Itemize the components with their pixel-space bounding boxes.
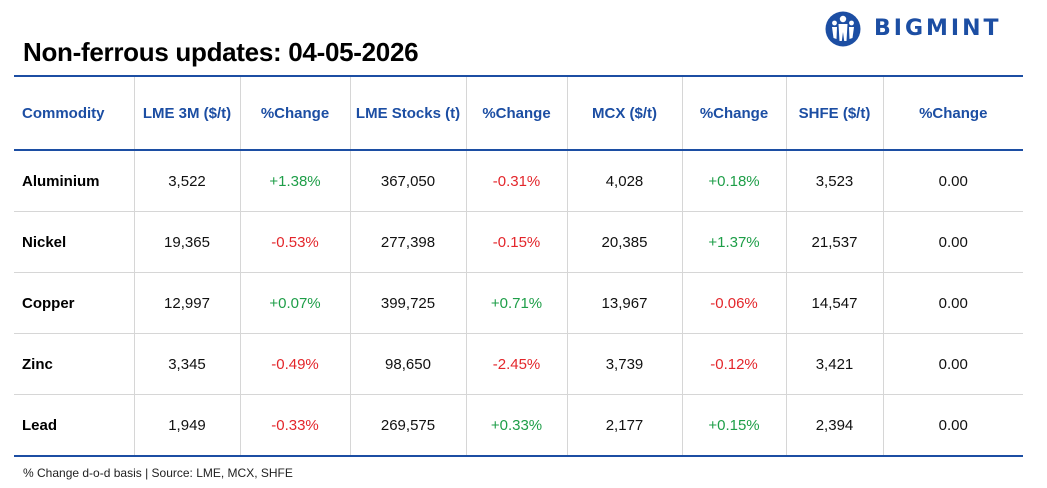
cell-commodity: Lead [14, 394, 134, 457]
cell-change: +0.33% [465, 394, 567, 457]
cell-lme-3m: 19,365 [133, 211, 240, 273]
bigmint-logo-text: BIGMINT [874, 16, 1002, 41]
bigmint-logo-icon [825, 11, 861, 47]
column-header-shfe-change: %Change [882, 75, 1023, 151]
cell-change: -0.31% [465, 150, 567, 212]
cell-change: -0.12% [681, 333, 786, 395]
column-header-mcx-change: %Change [681, 75, 786, 151]
source-footnote: % Change d-o-d basis | Source: LME, MCX,… [23, 466, 293, 480]
cell-shfe: 3,421 [785, 333, 883, 395]
cell-mcx: 4,028 [566, 150, 682, 212]
cell-shfe: 21,537 [785, 211, 883, 273]
cell-change: -0.06% [681, 272, 786, 334]
nonferrous-prices-table: Commodity LME 3M ($/t) %Change LME Stock… [14, 75, 1023, 457]
table-row: Nickel 19,365 -0.53% 277,398 -0.15% 20,3… [14, 211, 1023, 273]
table-header-row: Commodity LME 3M ($/t) %Change LME Stock… [14, 75, 1023, 151]
prices-table-wrapper: Commodity LME 3M ($/t) %Change LME Stock… [14, 75, 1023, 457]
cell-change: 0.00 [882, 333, 1023, 395]
column-header-mcx: MCX ($/t) [566, 75, 682, 151]
cell-mcx: 2,177 [566, 394, 682, 457]
cell-change: 0.00 [882, 394, 1023, 457]
cell-lme-stocks: 367,050 [349, 150, 466, 212]
cell-lme-3m: 3,522 [133, 150, 240, 212]
cell-shfe: 3,523 [785, 150, 883, 212]
cell-change: -2.45% [465, 333, 567, 395]
cell-commodity: Copper [14, 272, 134, 334]
cell-change: 0.00 [882, 211, 1023, 273]
cell-change: +1.37% [681, 211, 786, 273]
cell-change: -0.15% [465, 211, 567, 273]
cell-shfe: 14,547 [785, 272, 883, 334]
cell-change: 0.00 [882, 272, 1023, 334]
cell-lme-stocks: 98,650 [349, 333, 466, 395]
cell-lme-3m: 1,949 [133, 394, 240, 457]
cell-change: +0.71% [465, 272, 567, 334]
cell-mcx: 13,967 [566, 272, 682, 334]
cell-change: 0.00 [882, 150, 1023, 212]
cell-lme-stocks: 399,725 [349, 272, 466, 334]
column-header-lme-stocks: LME Stocks (t) [349, 75, 466, 151]
column-header-shfe: SHFE ($/t) [785, 75, 883, 151]
cell-lme-3m: 3,345 [133, 333, 240, 395]
column-header-lme-3m-change: %Change [239, 75, 350, 151]
column-header-lme-stocks-change: %Change [465, 75, 567, 151]
column-header-commodity: Commodity [14, 75, 134, 151]
cell-change: -0.33% [239, 394, 350, 457]
cell-mcx: 20,385 [566, 211, 682, 273]
cell-commodity: Zinc [14, 333, 134, 395]
bigmint-logo: BIGMINT [824, 9, 1002, 49]
cell-change: -0.49% [239, 333, 350, 395]
cell-lme-stocks: 277,398 [349, 211, 466, 273]
page-title: Non-ferrous updates: 04-05-2026 [23, 37, 419, 67]
cell-lme-3m: 12,997 [133, 272, 240, 334]
cell-lme-stocks: 269,575 [349, 394, 466, 457]
cell-change: +0.18% [681, 150, 786, 212]
table-row: Aluminium 3,522 +1.38% 367,050 -0.31% 4,… [14, 150, 1023, 212]
cell-change: +0.15% [681, 394, 786, 457]
cell-change: +1.38% [239, 150, 350, 212]
table-row: Copper 12,997 +0.07% 399,725 +0.71% 13,9… [14, 272, 1023, 334]
table-row: Lead 1,949 -0.33% 269,575 +0.33% 2,177 +… [14, 394, 1023, 457]
cell-commodity: Nickel [14, 211, 134, 273]
cell-shfe: 2,394 [785, 394, 883, 457]
cell-mcx: 3,739 [566, 333, 682, 395]
cell-change: -0.53% [239, 211, 350, 273]
table-row: Zinc 3,345 -0.49% 98,650 -2.45% 3,739 -0… [14, 333, 1023, 395]
cell-change: +0.07% [239, 272, 350, 334]
column-header-lme-3m: LME 3M ($/t) [133, 75, 240, 151]
cell-commodity: Aluminium [14, 150, 134, 212]
